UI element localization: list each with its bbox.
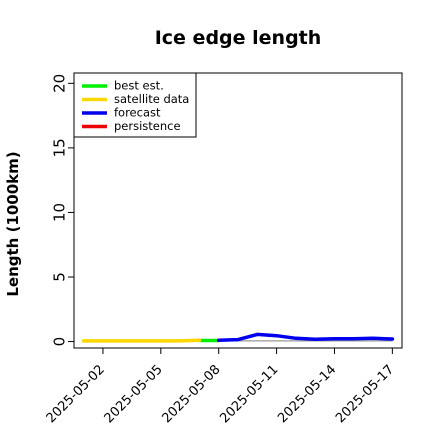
x-tick-label: 2025-05-11 <box>217 362 281 426</box>
legend: best est.satellite dataforecastpersisten… <box>73 72 197 138</box>
y-axis-label: Length (1000km) <box>4 151 22 296</box>
chart-title: Ice edge length <box>155 27 322 49</box>
series-line-satellite-data <box>81 338 202 343</box>
series-line-forecast <box>216 332 395 343</box>
legend-label: persistence <box>114 119 181 133</box>
x-tick-label: 2025-05-08 <box>159 362 223 426</box>
x-tick-label: 2025-05-17 <box>333 362 397 426</box>
legend-label: best est. <box>114 79 164 93</box>
y-tick-label: 20 <box>51 74 69 93</box>
legend-label: satellite data <box>114 92 189 106</box>
y-tick-label: 5 <box>51 272 69 282</box>
y-tick-label: 15 <box>51 138 69 157</box>
plot-frame <box>73 72 403 349</box>
legend-label: forecast <box>114 106 161 120</box>
y-tick-label: 0 <box>51 337 69 347</box>
x-tick-label: 2025-05-02 <box>44 362 108 426</box>
y-tick-label: 10 <box>51 203 69 222</box>
plot-area <box>81 332 395 343</box>
x-tick-label: 2025-05-14 <box>275 362 339 426</box>
x-tick-label: 2025-05-05 <box>102 362 166 426</box>
